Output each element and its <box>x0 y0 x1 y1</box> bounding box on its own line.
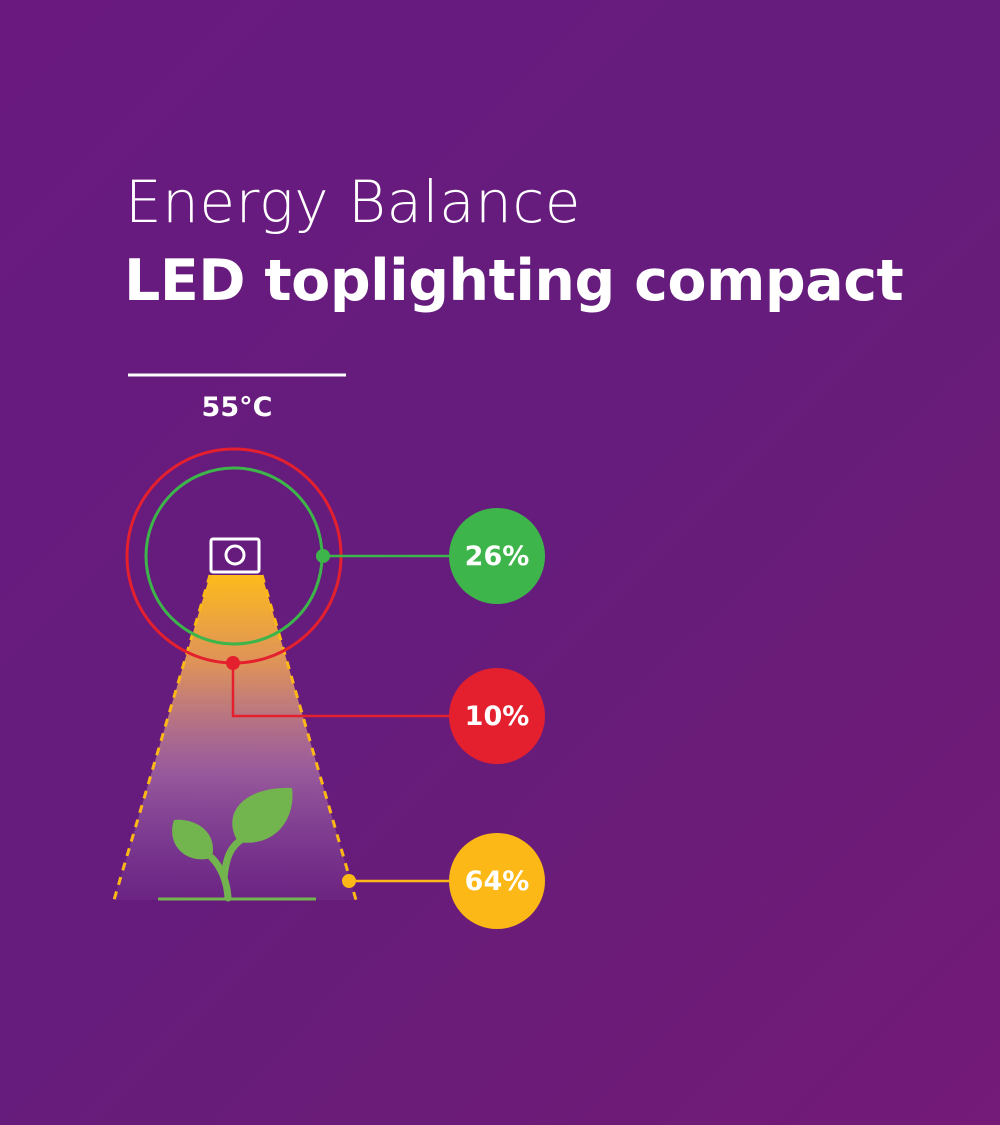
light-beam <box>114 575 356 900</box>
beam-edge-right <box>260 574 358 901</box>
energy-badge-amber: 64% <box>449 833 545 929</box>
diagram-title: Energy Balance <box>125 168 581 236</box>
connector-red <box>226 656 451 718</box>
diagram-subtitle: LED toplighting compact <box>124 248 904 314</box>
temperature-label: 55°C <box>201 392 273 423</box>
led-fixture-icon <box>209 537 261 574</box>
energy-badge-red: 10% <box>449 668 545 764</box>
energy-badge-green: 26% <box>449 508 545 604</box>
beam-edge-left <box>112 574 212 901</box>
plant-icon <box>172 787 293 902</box>
connector-amber <box>342 874 451 888</box>
connector-green <box>316 549 451 563</box>
